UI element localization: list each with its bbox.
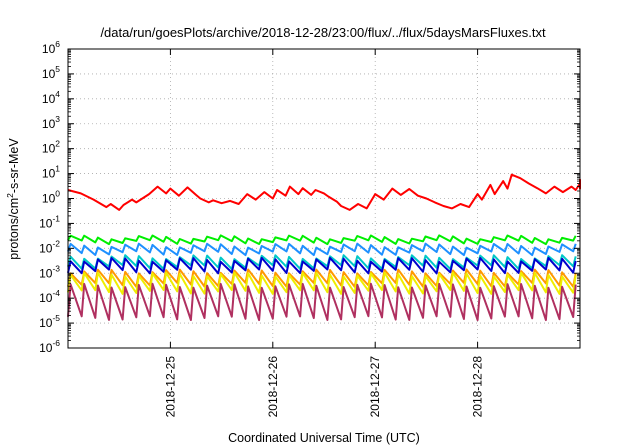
y-tick-label: 101 <box>42 164 60 181</box>
y-axis-label-suffix: -s-sr-MeV <box>7 138 21 194</box>
y-tick-label-exp: 4 <box>55 89 60 99</box>
y-tick-label: 10-5 <box>39 313 60 330</box>
y-tick-label-base: 10 <box>42 67 56 81</box>
series-line-2 <box>67 234 577 246</box>
y-tick-label-exp: 6 <box>55 39 60 49</box>
series-line-3 <box>67 242 577 257</box>
y-axis-label-sup: 2 <box>5 193 15 198</box>
series-layer <box>67 173 581 322</box>
y-axis-label-prefix: protons/cm <box>7 198 21 260</box>
y-tick-label-base: 10 <box>39 316 53 330</box>
y-tick-label-base: 10 <box>42 42 56 56</box>
y-tick-label: 100 <box>42 189 60 206</box>
y-tick-label-exp: -3 <box>52 263 60 273</box>
x-tick-label: 2018-12-25 <box>163 356 177 418</box>
y-tick-label-base: 10 <box>42 192 56 206</box>
y-axis: 10-610-510-410-310-210-11001011021031041… <box>39 39 580 355</box>
y-tick-label: 10-6 <box>39 338 60 355</box>
y-tick-label-base: 10 <box>39 291 53 305</box>
y-tick-label-base: 10 <box>39 216 53 230</box>
series-line-1 <box>67 173 581 211</box>
y-tick-label-base: 10 <box>39 341 53 355</box>
y-tick-label-exp: -4 <box>52 288 60 298</box>
y-tick-label: 104 <box>42 89 60 106</box>
y-tick-label-exp: 0 <box>55 189 60 199</box>
y-tick-label: 105 <box>42 64 60 81</box>
y-tick-label-base: 10 <box>42 142 56 156</box>
y-tick-label-base: 10 <box>42 167 56 181</box>
x-tick-label: 2018-12-26 <box>266 356 280 418</box>
x-tick-label: 2018-12-28 <box>471 356 485 418</box>
y-tick-label-base: 10 <box>42 92 56 106</box>
chart-title: /data/run/goesPlots/archive/2018-12-28/2… <box>100 25 546 40</box>
y-tick-label-exp: 1 <box>55 164 60 174</box>
series-line-7 <box>67 271 577 295</box>
y-tick-label-exp: -2 <box>52 238 60 248</box>
y-tick-label: 102 <box>42 139 60 156</box>
y-tick-label-base: 10 <box>42 117 56 131</box>
y-tick-label: 10-4 <box>39 288 60 305</box>
y-tick-label: 10-1 <box>39 213 60 230</box>
x-axis: 2018-12-25 2018-12-26 2018-12-27 2018-12-28 <box>163 49 485 418</box>
x-tick-label: 2018-12-27 <box>368 356 382 418</box>
y-tick-label-base: 10 <box>39 266 53 280</box>
y-tick-label-exp: 3 <box>55 114 60 124</box>
y-tick-label-exp: 5 <box>55 64 60 74</box>
y-tick-label: 10-3 <box>39 263 60 280</box>
y-tick-label-base: 10 <box>39 241 53 255</box>
y-tick-label-exp: -1 <box>52 213 60 223</box>
y-tick-label-exp: -5 <box>52 313 60 323</box>
grid <box>68 49 580 348</box>
y-axis-label: protons/cm2-s-sr-MeV <box>5 138 21 260</box>
x-axis-label: Coordinated Universal Time (UTC) <box>228 431 420 445</box>
y-tick-label: 103 <box>42 114 60 131</box>
y-tick-label-exp: -6 <box>52 338 60 348</box>
series-line-8 <box>67 282 577 322</box>
y-tick-label-exp: 2 <box>55 139 60 149</box>
y-tick-label: 106 <box>42 39 60 56</box>
series-line-5 <box>67 256 577 275</box>
y-tick-label: 10-2 <box>39 238 60 255</box>
